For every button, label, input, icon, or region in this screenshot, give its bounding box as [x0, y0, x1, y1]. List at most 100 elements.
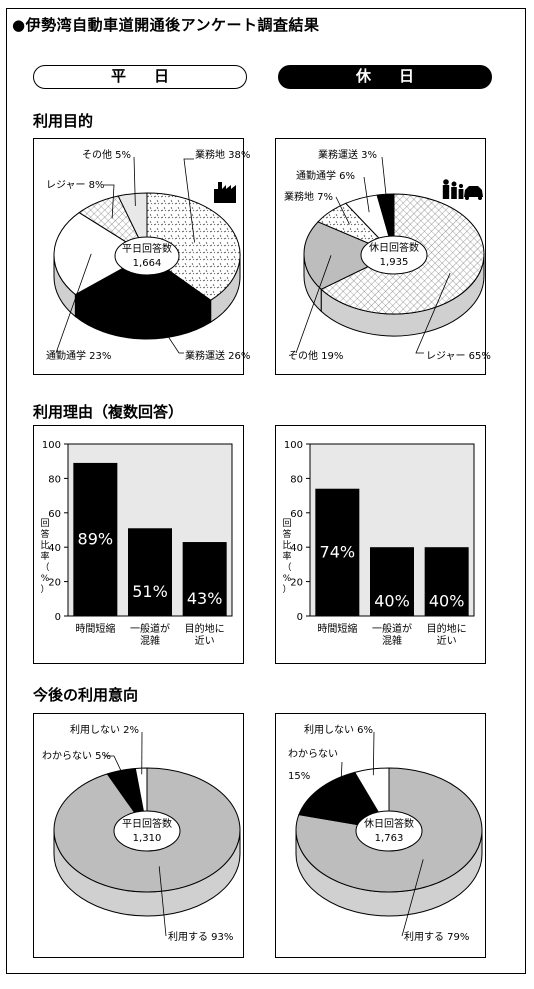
x-tick-label-2-2: 混雑: [382, 634, 402, 647]
panel-intention-weekday: 平日回答数 1,310 利用する 93% わからない 5% 利用しない 2%: [33, 713, 244, 958]
pie-center-value: 1,664: [133, 258, 162, 269]
slice-label-1: 業務地 38%: [195, 148, 250, 161]
panel-purpose-holiday: 休日回答数 1,935 レジャー 65% その他 19% 業務地 7% 通勤通学 6% 業務…: [275, 138, 491, 375]
bar-1: [315, 488, 360, 616]
pie-center-label: 平日回答数: [122, 817, 172, 830]
y-tick-label-6: 100: [42, 440, 61, 451]
bar-value-label-3: 40%: [429, 592, 465, 611]
panel-intention-holiday: 休日回答数 1,763 利用する 79% わからない 15% 利用しない 6%: [275, 713, 486, 958]
panel-reason-holiday: 0 20 40 60 80 100 回答比率（%） 74% 時間短縮 40% 一般道が 混雑 40% 目的…: [275, 425, 486, 664]
x-tick-label-1-1: 時間短縮: [75, 622, 115, 635]
pie-center-oval: [355, 810, 423, 852]
leader-line-2: [142, 298, 184, 354]
leader-line-5: [133, 156, 136, 207]
pie-slice-2: [298, 771, 390, 831]
pie-center-oval: [114, 236, 180, 276]
y-tick-label-5: 80: [290, 474, 303, 485]
bar-value-label-1: 74%: [320, 542, 356, 561]
panel-purpose-weekday: 平日回答数 1,664 業務地 38% 業務運送 26% 通勤通学 23% レジャー 8%…: [33, 138, 250, 375]
y-tick-label-3: 40: [290, 543, 303, 554]
slice-label-5: その他 5%: [82, 148, 131, 161]
slice-label-3: 利用しない 2%: [70, 724, 139, 736]
factory-icon: [214, 182, 236, 203]
slice-label-2: わからない 15%: [288, 748, 338, 782]
y-tick-label-4: 60: [48, 509, 61, 520]
leader-line-2: [104, 755, 125, 777]
y-tick-label-3: 40: [48, 543, 61, 554]
x-tick-label-2-1: 一般道が: [130, 622, 170, 635]
car-wheel-1: [465, 196, 469, 200]
x-tick-label-3-2: 近い: [437, 634, 457, 647]
bar-1: [73, 462, 118, 616]
section-title-intention: 今後の利用意向: [33, 686, 139, 704]
factory-shape: [214, 182, 236, 203]
pie-center-oval: [113, 810, 181, 852]
slice-label-2: 業務運送 26%: [185, 349, 250, 362]
y-axis-label: 回答比率（%）: [40, 518, 49, 595]
x-tick-label-3-1: 目的地に: [427, 622, 467, 635]
person-body-2: [451, 187, 457, 199]
leader-line-3: [335, 196, 350, 225]
bar-value-label-2: 51%: [132, 582, 168, 601]
bar-3: [424, 547, 469, 616]
slice-label-3: 業務地 7%: [284, 190, 333, 203]
x-tick-label-2-2: 混雑: [140, 634, 160, 647]
section-title-purpose: 利用目的: [33, 112, 94, 130]
bar-2: [128, 528, 172, 616]
slice-label-2: その他 19%: [288, 349, 343, 362]
person-body-1: [442, 185, 450, 199]
leader-line-1: [183, 158, 195, 243]
pie-chart-intention-weekday: 平日回答数 1,310 利用する 93% わからない 5% 利用しない 2%: [42, 724, 241, 943]
leader-line-2: [339, 761, 343, 802]
y-tick-label-1: 0: [55, 612, 61, 623]
bar-value-label-1: 89%: [78, 529, 114, 548]
slice-label-2: わからない 5%: [42, 750, 111, 762]
car-body: [464, 186, 483, 197]
x-tick-label-1-1: 時間短縮: [317, 622, 357, 635]
slice-label-1: レジャー 65%: [426, 351, 491, 362]
slice-label-4: 通勤通学 6%: [296, 169, 355, 182]
leader-line-2: [295, 255, 332, 354]
figure-title: ●伊勢湾自動車道開通後アンケート調査結果: [12, 16, 320, 34]
slice-label-4: レジャー 8%: [46, 180, 105, 191]
pie-center-label: 休日回答数: [364, 817, 414, 830]
y-tick-label-5: 80: [48, 474, 61, 485]
leader-line-1: [158, 866, 167, 937]
pie-center-label: 休日回答数: [369, 241, 419, 254]
slice-label-3: 利用しない 6%: [304, 724, 373, 736]
pie-slice-2: [74, 254, 212, 318]
pie-center-value: 1,935: [380, 257, 409, 268]
tab-holiday: 休日: [278, 65, 492, 89]
person-head-1: [443, 179, 449, 185]
pie-slice-3: [53, 211, 148, 296]
family-car-icon: [442, 179, 483, 200]
bar-2: [370, 547, 414, 616]
person-head-2: [451, 181, 457, 187]
x-tick-label-2-1: 一般道が: [372, 622, 412, 635]
slice-label-3: 通勤通学 23%: [46, 349, 111, 362]
pie-center-label: 平日回答数: [122, 242, 172, 255]
person-body-3: [458, 189, 464, 199]
slice-label-1: 利用する 93%: [168, 931, 233, 943]
y-tick-label-4: 60: [290, 509, 303, 520]
pie-slice-1: [53, 767, 241, 893]
y-tick-label-2: 20: [48, 578, 61, 589]
car-wheel-2: [478, 196, 482, 200]
leader-line-5: [381, 156, 388, 207]
pie-chart-intention-holiday: 休日回答数 1,763 利用する 79% わからない 15% 利用しない 6%: [288, 724, 483, 943]
leader-line-3: [372, 731, 375, 776]
y-axis-label: 回答比率（%）: [282, 518, 291, 595]
figure-frame: [6, 8, 526, 974]
pie-chart-purpose-weekday: 平日回答数 1,664 業務地 38% 業務運送 26% 通勤通学 23% レジャー 8%…: [46, 148, 250, 362]
y-tick-label-6: 100: [284, 440, 303, 451]
person-head-3: [458, 183, 464, 189]
leader-line-1: [415, 272, 451, 354]
pie-slice-1: [295, 767, 483, 893]
pie-slice-2: [303, 221, 396, 290]
x-tick-label-3-1: 目的地に: [185, 622, 225, 635]
leader-line-1: [401, 859, 424, 937]
bar-3: [182, 542, 227, 616]
bar-value-label-3: 43%: [187, 589, 223, 608]
tab-weekday: 平日: [33, 65, 247, 89]
